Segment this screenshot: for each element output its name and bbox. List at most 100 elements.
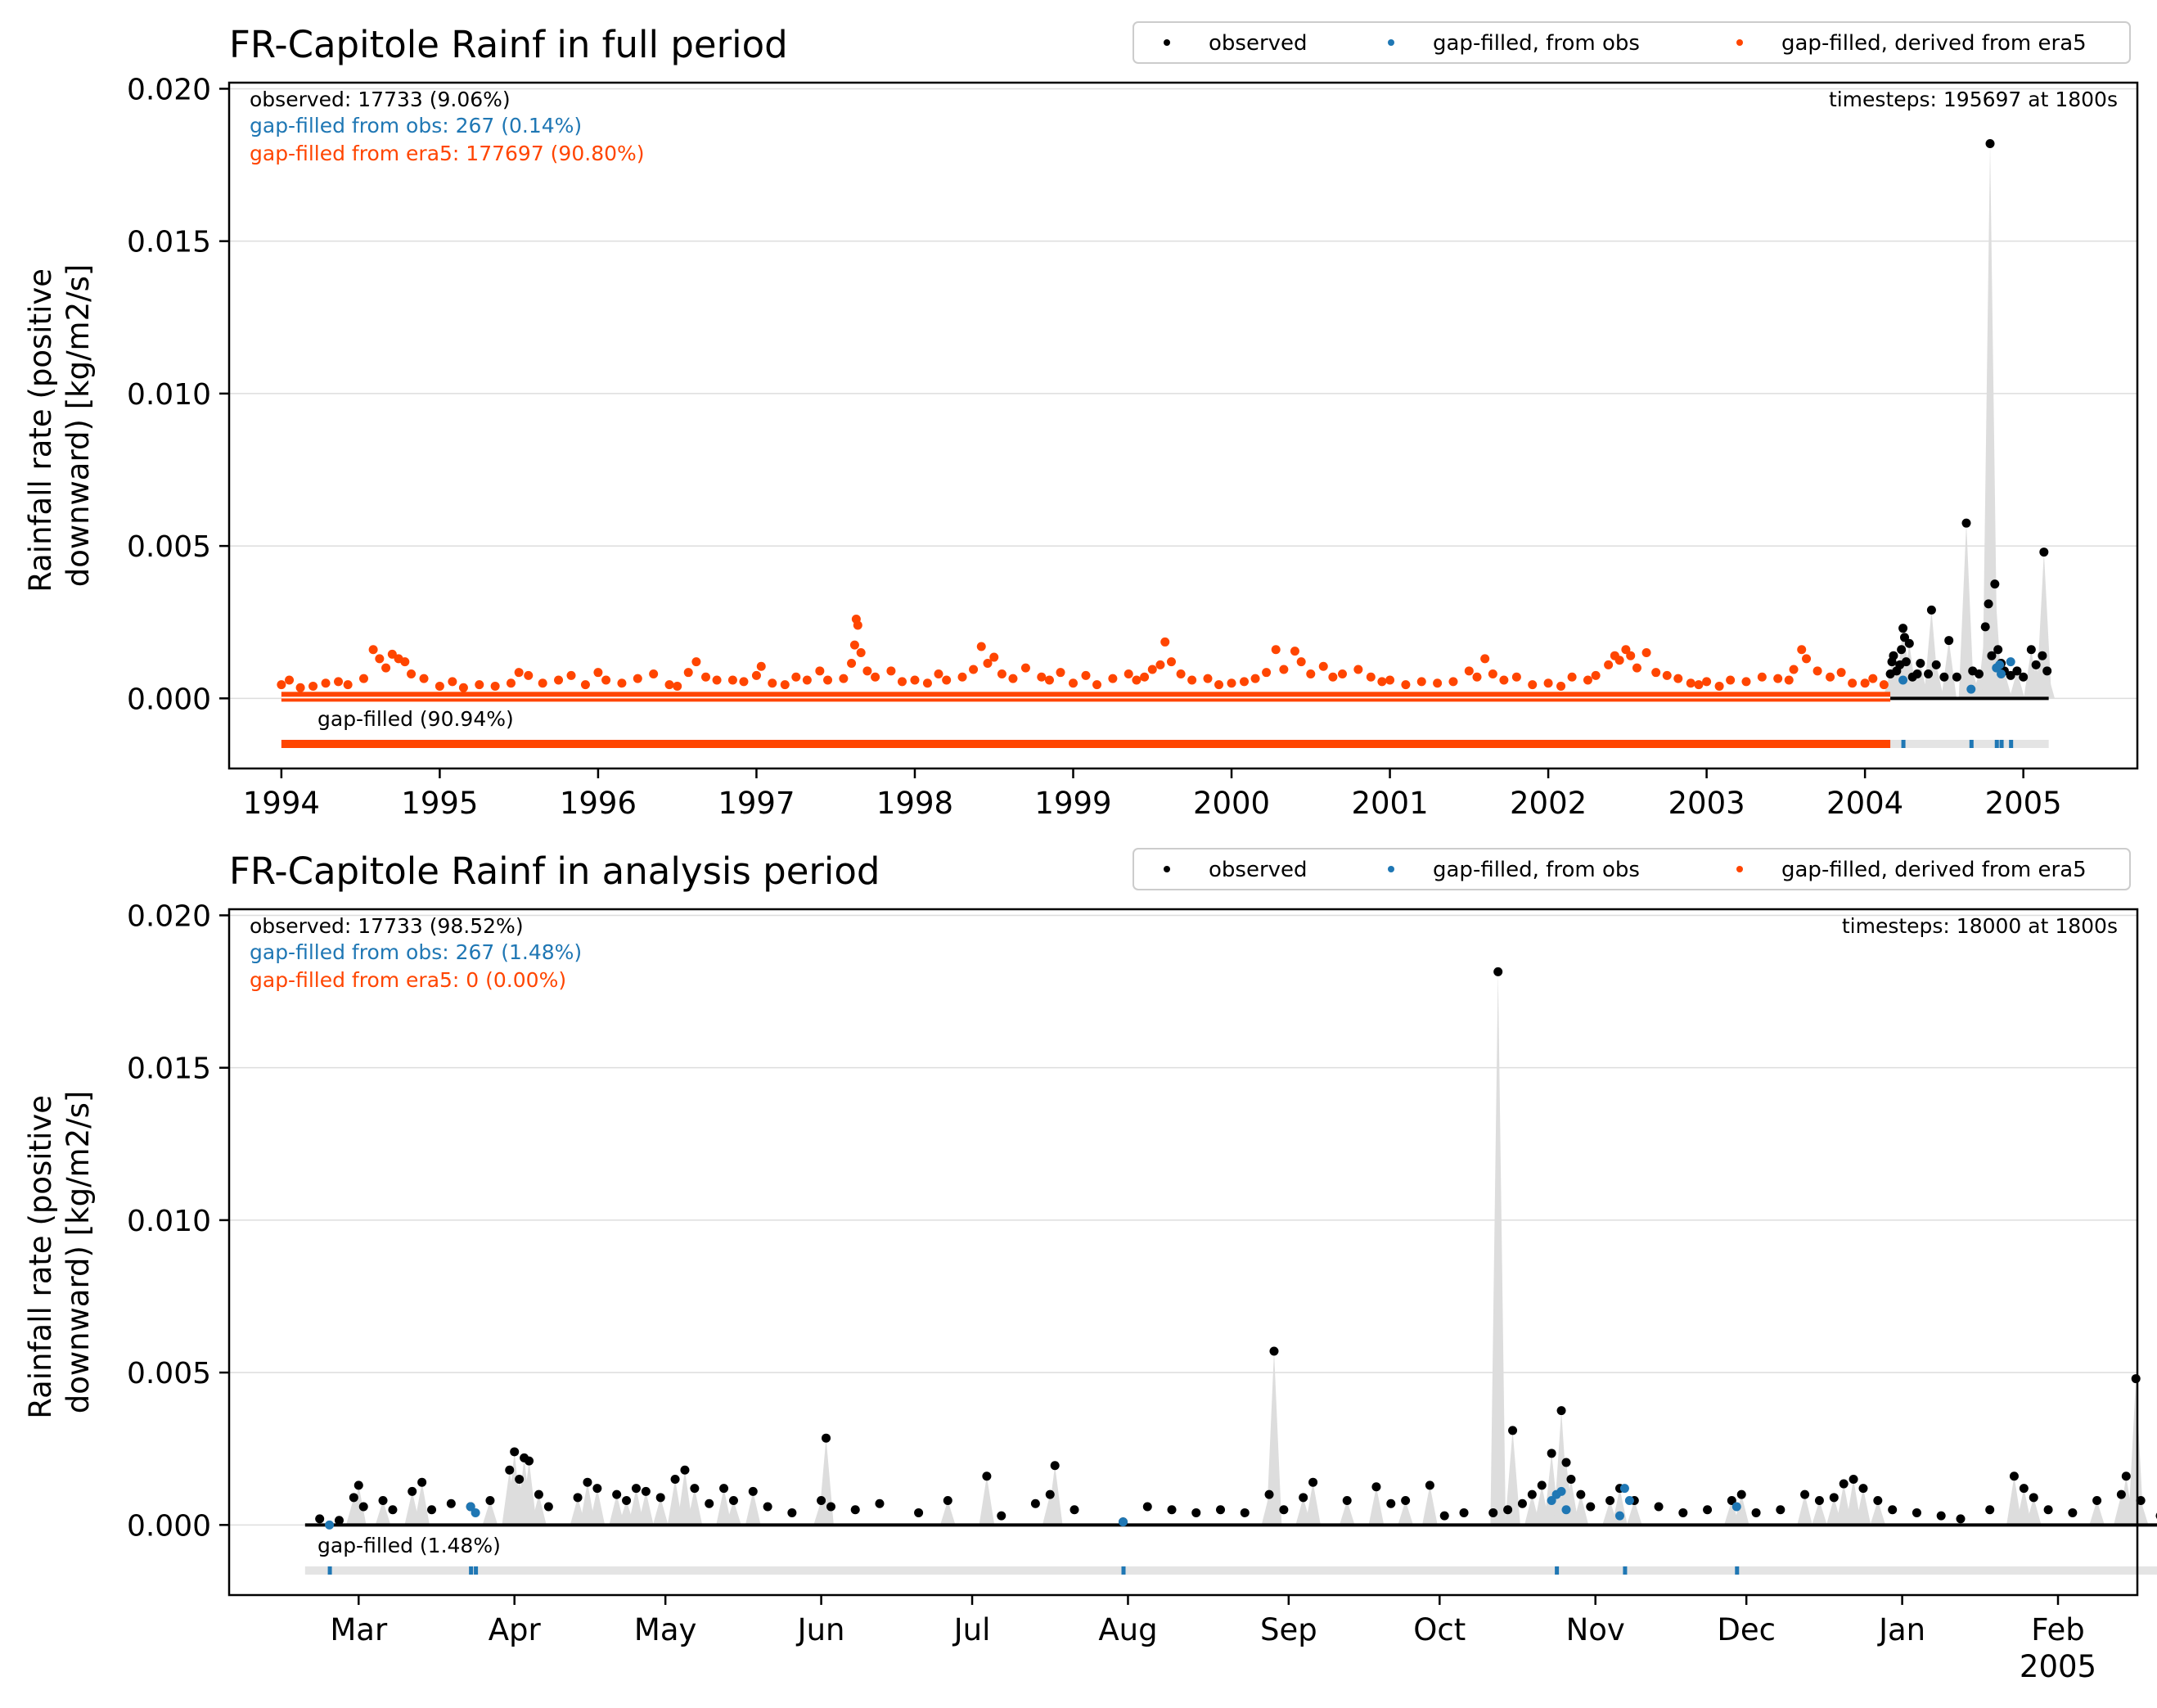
data-point [524, 670, 534, 680]
data-point [1328, 672, 1338, 682]
data-point [1508, 1426, 1518, 1435]
data-point [1931, 660, 1941, 669]
rain-spike [1339, 1500, 1355, 1525]
rain-spike [1941, 640, 1957, 699]
data-point [1583, 675, 1592, 685]
data-point [1176, 669, 1186, 679]
data-point [1069, 1505, 1079, 1515]
data-point [1401, 1496, 1411, 1506]
rain-spike [1733, 1494, 1749, 1525]
data-point [1916, 659, 1925, 669]
y-tick-label: 0.010 [127, 1205, 211, 1238]
data-point [934, 669, 943, 679]
x-axis-ticks: MarAprMayJunJulAugSepOctNovDecJanFebMar2… [330, 1595, 2096, 1684]
data-points [277, 138, 2052, 702]
data-point [358, 674, 368, 683]
data-point [691, 657, 701, 667]
data-point [1980, 622, 1990, 632]
data-point [1472, 672, 1482, 682]
data-point [1621, 645, 1631, 655]
data-point [1337, 669, 1347, 679]
data-point [751, 670, 761, 680]
data-point [321, 678, 331, 688]
data-point [1124, 669, 1133, 679]
data-point [1020, 663, 1030, 673]
data-point [1191, 1507, 1201, 1517]
data-point [1654, 1502, 1664, 1512]
data-point [617, 678, 627, 688]
data-point [378, 1496, 388, 1506]
data-point [943, 1496, 952, 1506]
data-point [1044, 675, 1054, 685]
data-point [1614, 656, 1624, 665]
data-point [1686, 678, 1695, 688]
data-point [381, 663, 391, 673]
data-point [1993, 645, 2003, 655]
x-tick-label: Sep [1260, 1612, 1317, 1647]
data-point [2012, 666, 2022, 676]
data-point [514, 668, 524, 678]
stat-timesteps: timesteps: 195697 at 1800s [1829, 88, 2118, 111]
x-tick-label: Nov [1566, 1612, 1625, 1647]
data-point [1678, 1507, 1688, 1517]
data-point [1731, 1502, 1741, 1512]
data-point [1556, 1406, 1566, 1416]
data-point [525, 1456, 534, 1466]
data-point [1030, 1498, 1040, 1508]
data-point [325, 1520, 335, 1530]
data-point [1142, 1502, 1152, 1512]
data-point [1802, 654, 1812, 664]
rain-spike [1958, 523, 1975, 699]
data-point [728, 1496, 738, 1506]
data-point [2029, 1493, 2038, 1503]
x-tick-label: Mar [330, 1612, 388, 1647]
x-tick-label: 1999 [1034, 786, 1111, 821]
data-point [427, 1505, 437, 1515]
data-point [1308, 1477, 1318, 1487]
data-point [1240, 677, 1250, 687]
data-point [388, 1505, 398, 1515]
data-point [886, 666, 896, 676]
data-point [680, 1465, 690, 1475]
gap-bar-obs-mark [327, 1566, 332, 1575]
data-point [515, 1474, 525, 1484]
y-tick-label: 0.000 [127, 683, 211, 716]
legend-box [1133, 848, 2131, 890]
data-point [1673, 674, 1683, 683]
data-point [847, 659, 857, 669]
rain-spike [687, 1488, 703, 1525]
data-point [1995, 660, 2005, 669]
data-point [349, 1493, 358, 1503]
data-point [580, 680, 590, 690]
data-point [957, 672, 967, 682]
data-point [1727, 1496, 1736, 1506]
data-point [1641, 647, 1651, 657]
data-point [1773, 674, 1783, 683]
gap-bar-obs-mark [1994, 740, 1999, 748]
y-axis-label: Rainfall rate (positive downward) [kg/m2… [23, 1085, 96, 1419]
y-tick-label: 0.005 [127, 1357, 211, 1390]
data-point [1561, 1458, 1571, 1467]
rain-spike [2016, 1488, 2032, 1525]
data-point [1703, 1505, 1713, 1515]
data-point [2009, 1471, 2019, 1481]
data-point [853, 620, 862, 630]
x-tick-label: 2002 [1510, 786, 1587, 821]
data-point [358, 1502, 368, 1512]
data-point [458, 683, 468, 692]
x-tick-label: 2000 [1193, 786, 1270, 821]
legend-label-observed: observed [1209, 31, 1308, 56]
data-point [1262, 668, 1272, 678]
data-point [1517, 1498, 1527, 1508]
gap-bar-obs-mark [1901, 740, 1906, 748]
data-point [1459, 1507, 1469, 1517]
rain-spike [1047, 1465, 1063, 1525]
data-point [2042, 666, 2052, 676]
rain-spike [979, 1476, 995, 1525]
data-point [1342, 1496, 1352, 1506]
x-tick-label: Dec [1717, 1612, 1776, 1647]
data-point [334, 1516, 344, 1525]
data-point [466, 1502, 475, 1512]
data-point [1662, 670, 1672, 680]
